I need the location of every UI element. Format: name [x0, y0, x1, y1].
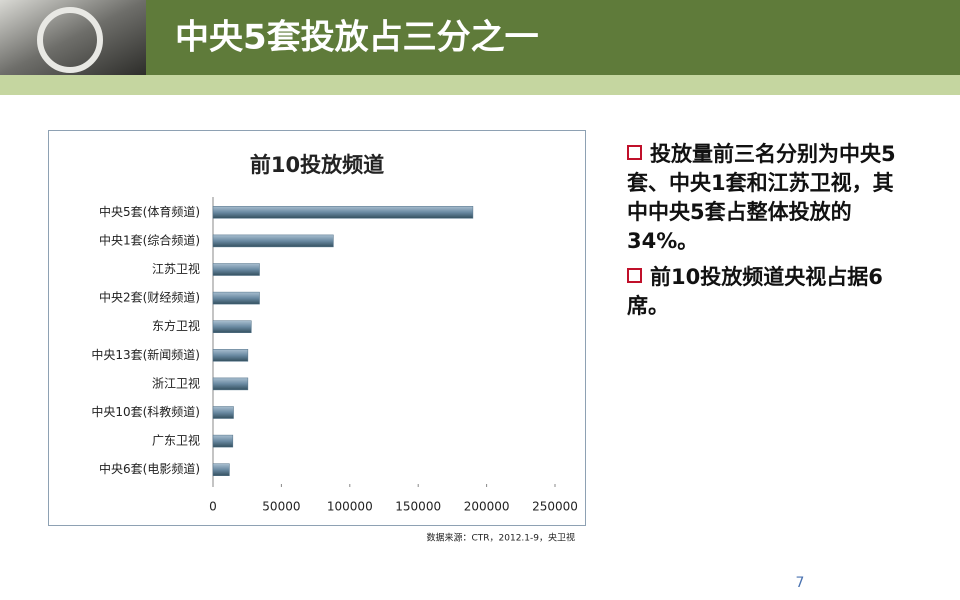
- header-strip: [0, 75, 960, 95]
- y-tick-label: 中央1套(综合频道): [99, 232, 200, 247]
- bar: [212, 320, 252, 333]
- y-tick-label: 东方卫视: [152, 318, 200, 333]
- bullet-item: 前10投放频道央视占据6席。: [627, 263, 905, 321]
- x-tick-label: 100000: [327, 500, 373, 514]
- y-tick-label: 中央13套(新闻频道): [91, 347, 200, 362]
- bar: [212, 349, 249, 362]
- y-tick-label: 中央10套(科教频道): [91, 404, 200, 419]
- bullet-text: 前10投放频道央视占据6席。: [627, 265, 883, 318]
- chart-title: 前10投放频道: [250, 153, 384, 177]
- page-number: 7: [796, 575, 805, 591]
- y-tick-label: 浙江卫视: [152, 375, 200, 390]
- y-tick-label: 中央5套(体育频道): [99, 204, 200, 219]
- x-tick-label: 250000: [532, 500, 578, 514]
- bar: [212, 377, 249, 391]
- bar: [212, 463, 230, 476]
- header-band: [0, 0, 960, 75]
- bar: [212, 234, 334, 248]
- x-tick-label: 0: [209, 500, 217, 514]
- bullet-list: 投放量前三名分别为中央5套、中央1套和江苏卫视，其中中央5套占整体投放的34%。…: [627, 140, 905, 328]
- y-tick-label: 广东卫视: [152, 433, 200, 448]
- bullet-text: 投放量前三名分别为中央5套、中央1套和江苏卫视，其中中央5套占整体投放的34%。: [627, 142, 896, 253]
- chart-frame: [48, 130, 586, 526]
- slide-title: 中央5套投放占三分之一: [175, 18, 539, 58]
- bar: [212, 263, 260, 276]
- bar: [212, 434, 234, 448]
- x-tick-label: 150000: [395, 500, 441, 514]
- steering-wheel: [37, 7, 103, 73]
- x-tick-label: 200000: [464, 500, 510, 514]
- y-tick-label: 江苏卫视: [152, 261, 200, 276]
- source-note: 数据来源：CTR，2012.1-9，央卫视: [426, 532, 575, 544]
- bar: [212, 291, 260, 305]
- y-tick-label: 中央2套(财经频道): [99, 290, 200, 305]
- x-tick-label: 50000: [262, 500, 300, 514]
- y-tick-label: 中央6套(电影频道): [99, 461, 200, 476]
- bar: [212, 406, 234, 419]
- bar: [212, 206, 474, 219]
- bullet-item: 投放量前三名分别为中央5套、中央1套和江苏卫视，其中中央5套占整体投放的34%。: [627, 140, 905, 256]
